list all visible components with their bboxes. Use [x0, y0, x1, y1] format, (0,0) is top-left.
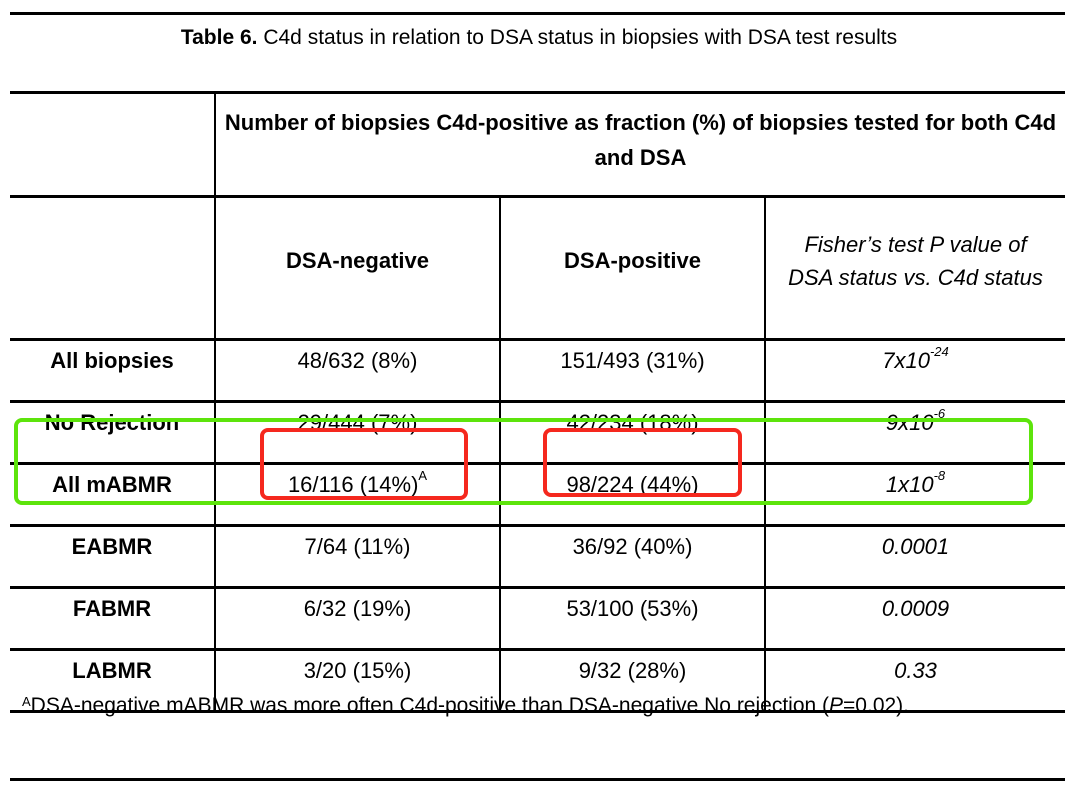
top-rule: [10, 12, 1065, 15]
footnote-p: P: [829, 694, 844, 717]
header-row-span: Number of biopsies C4d-positive as fract…: [10, 91, 1066, 197]
p-base: 7x10: [882, 348, 930, 373]
table-row: EABMR 7/64 (11%) 36/92 (40%) 0.0001: [10, 524, 1066, 588]
p-exponent: -8: [933, 468, 946, 483]
table-row: LABMR 3/20 (15%) 9/32 (28%) 0.33: [10, 648, 1066, 713]
footnote-mark: A: [22, 694, 31, 709]
dsa-positive-cell: 9/32 (28%): [499, 648, 765, 713]
dsa-negative-cell: 7/64 (11%): [214, 524, 500, 588]
table-row: No Rejection 29/444 (7%) 42/234 (18%) 9x…: [10, 400, 1066, 464]
col-header-dsa-negative: DSA-negative: [214, 195, 500, 340]
dsa-negative-cell: 48/632 (8%): [214, 338, 500, 402]
p-exponent: -24: [929, 344, 949, 359]
row-label: EABMR: [10, 524, 215, 588]
bottom-rule: [10, 778, 1065, 781]
table-caption: Table 6. C4d status in relation to DSA s…: [0, 26, 1078, 50]
p-base: 1x10: [885, 472, 934, 497]
results-table: Number of biopsies C4d-positive as fract…: [10, 91, 1066, 713]
table-row: All biopsies 48/632 (8%) 151/493 (31%) 7…: [10, 338, 1066, 402]
row-label: FABMR: [10, 586, 215, 650]
header-row-columns: DSA-negative DSA-positive Fisher’s test …: [10, 195, 1066, 340]
footnote-mark: A: [418, 468, 428, 483]
span-header: Number of biopsies C4d-positive as fract…: [213, 91, 1066, 197]
p-value-cell: 9x10-6: [763, 400, 1066, 464]
row-label: All mABMR: [10, 462, 215, 526]
row-label: No Rejection: [10, 400, 215, 464]
row-highlight-box: [14, 418, 1033, 505]
p-value-cell: 1x10-8: [763, 462, 1066, 526]
dsa-negative-cell: 6/32 (19%): [214, 586, 500, 650]
dsa-positive-cell: 36/92 (40%): [499, 524, 765, 588]
p-base: 9x10: [885, 410, 934, 435]
p-value-cell: 7x10-24: [763, 338, 1066, 402]
dsa-positive-cell: 151/493 (31%): [499, 338, 765, 402]
p-value-cell: 0.0001: [763, 524, 1066, 588]
p-value-cell: 0.33: [763, 648, 1066, 713]
cell-value: 16/116 (14%): [287, 472, 419, 497]
col-header-dsa-positive: DSA-positive: [499, 195, 765, 340]
table-row: FABMR 6/32 (19%) 53/100 (53%) 0.0009: [10, 586, 1066, 650]
footnote: ADSA-negative mABMR was more often C4d-p…: [22, 688, 1052, 724]
footnote-text-end: =0.02).: [843, 694, 910, 717]
dsa-negative-cell: 3/20 (15%): [214, 648, 500, 713]
row-label: All biopsies: [10, 338, 215, 402]
footnote-text: DSA-negative mABMR was more often C4d-po…: [30, 694, 830, 717]
row-label: LABMR: [10, 648, 215, 713]
col-header-p-value: Fisher’s test P value of DSA status vs. …: [763, 195, 1066, 340]
p-value-cell: 0.0009: [763, 586, 1066, 650]
empty-corner: [10, 91, 215, 197]
cell-highlight-box-dsa-positive: [543, 428, 742, 497]
dsa-positive-cell: 53/100 (53%): [499, 586, 765, 650]
cell-highlight-box-dsa-negative: [260, 428, 468, 500]
p-exponent: -6: [933, 406, 946, 421]
empty-corner-2: [10, 195, 215, 340]
caption-text: C4d status in relation to DSA status in …: [257, 26, 898, 49]
caption-label: Table 6.: [180, 26, 258, 49]
